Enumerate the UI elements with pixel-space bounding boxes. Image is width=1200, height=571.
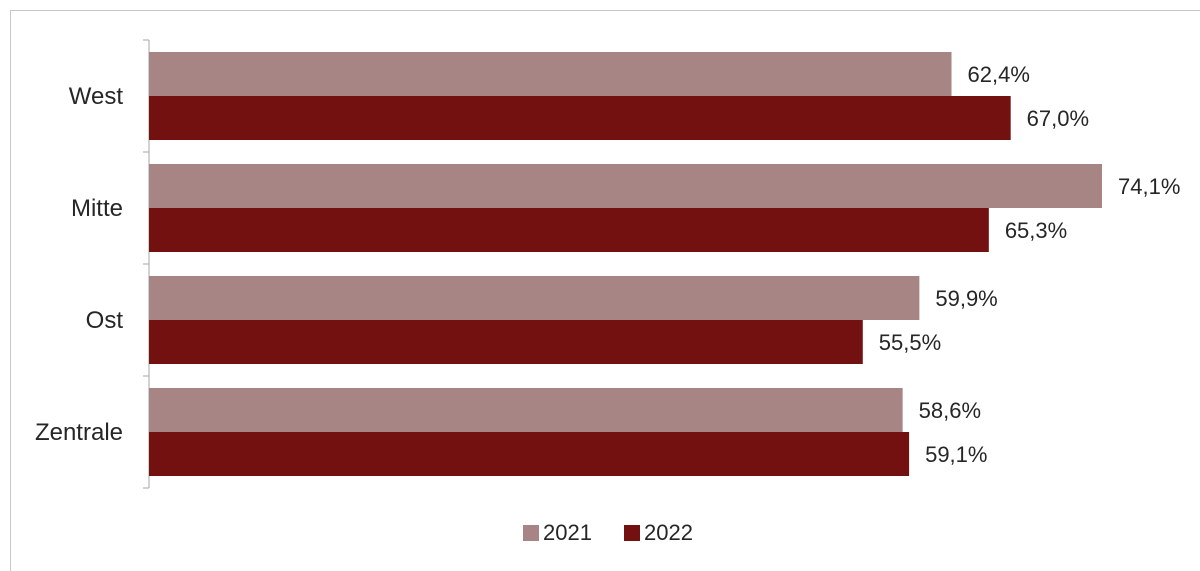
data-label-2021-zentrale: 58,6%: [919, 398, 981, 423]
data-label-2021-west: 62,4%: [968, 62, 1030, 87]
bar-2022-zentrale: [149, 432, 910, 476]
bar-2022-ost: [149, 320, 863, 364]
bar-2021-mitte: [149, 164, 1102, 208]
data-label-2021-mitte: 74,1%: [1118, 174, 1180, 199]
legend-label-2021: 2021: [543, 520, 592, 545]
bar-2022-mitte: [149, 208, 989, 252]
legend-swatch-2022: [624, 525, 640, 541]
data-label-2021-ost: 59,9%: [935, 286, 997, 311]
bar-2022-west: [149, 96, 1011, 140]
legend: 2021 2022: [523, 520, 693, 545]
category-label-mitte: Mitte: [71, 195, 123, 222]
legend-swatch-2021: [523, 525, 539, 541]
bar-2021-ost: [149, 276, 920, 320]
data-label-2022-ost: 55,5%: [879, 330, 941, 355]
bar-2021-zentrale: [149, 388, 903, 432]
legend-label-2022: 2022: [644, 520, 693, 545]
category-axis: West Mitte Ost Zentrale: [35, 39, 150, 489]
bars: [149, 52, 1102, 476]
data-label-2022-west: 67,0%: [1027, 106, 1089, 131]
category-label-zentrale: Zentrale: [35, 419, 123, 446]
bar-2021-west: [149, 52, 952, 96]
category-label-west: West: [69, 83, 124, 110]
data-label-2022-zentrale: 59,1%: [925, 442, 987, 467]
category-label-ost: Ost: [86, 307, 124, 334]
data-label-2022-mitte: 65,3%: [1005, 218, 1067, 243]
labels: 62,4% 67,0% 74,1% 65,3% 59,9% 55,5% 58,6% 59,1%: [879, 62, 1181, 467]
